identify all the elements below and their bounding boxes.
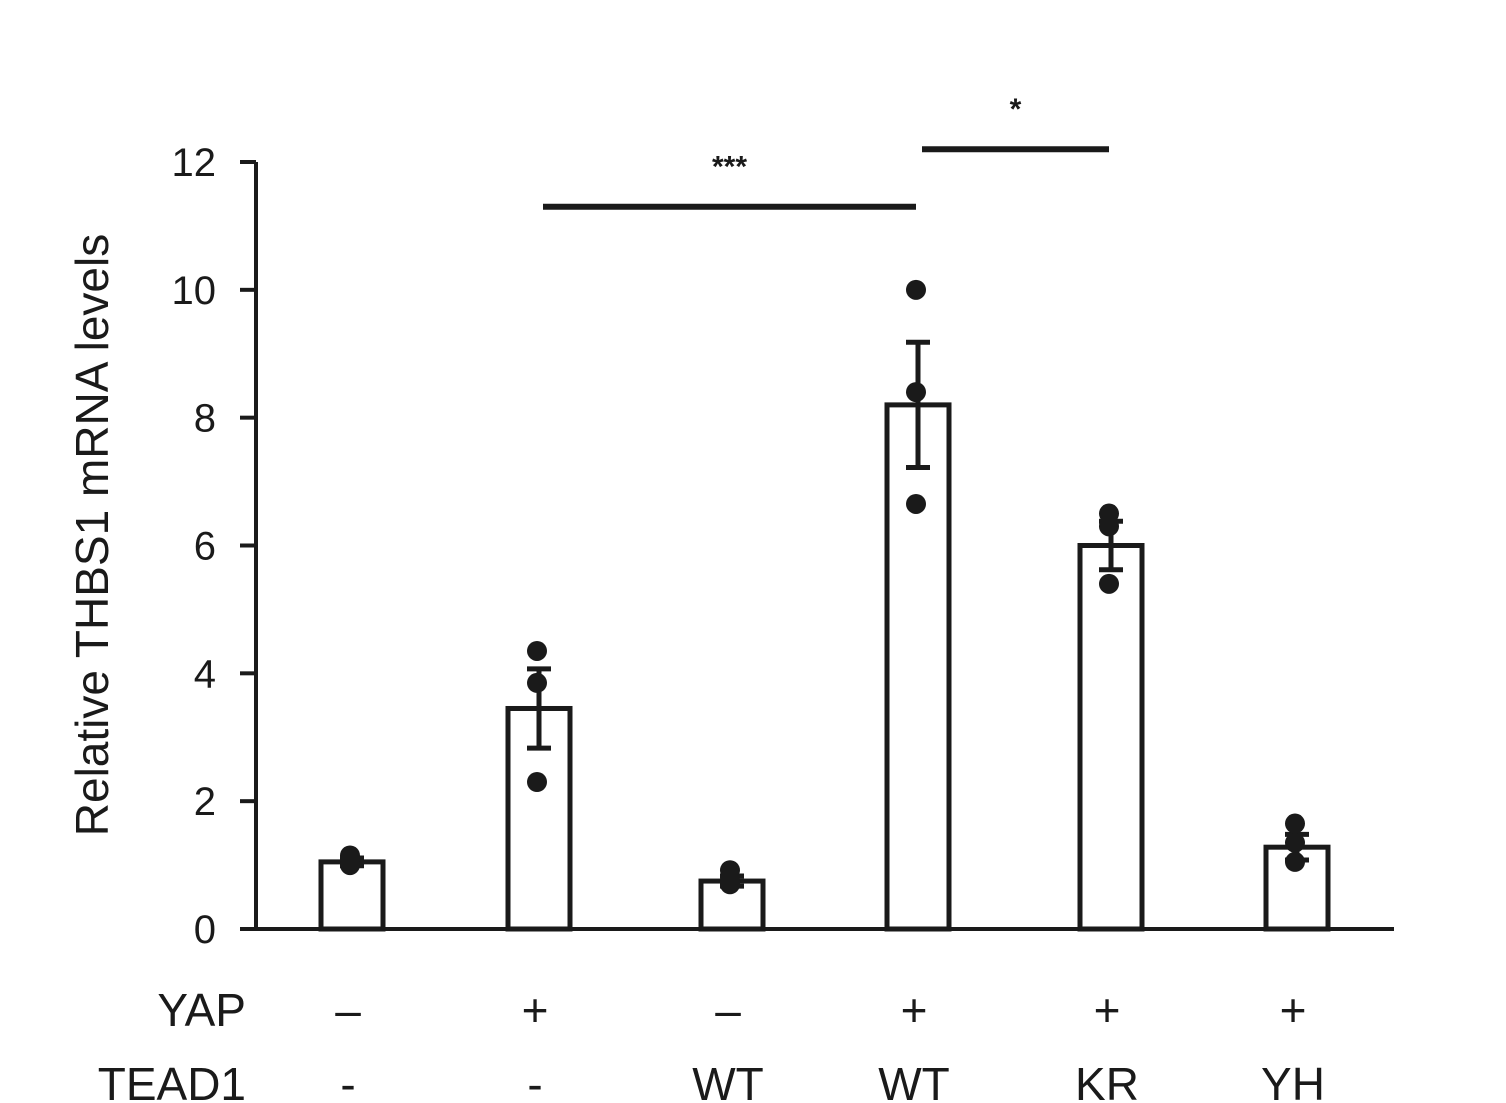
condition-label-yap: YAP bbox=[157, 984, 246, 1036]
condition-value: + bbox=[1280, 984, 1307, 1036]
condition-value: + bbox=[1094, 984, 1121, 1036]
data-point bbox=[1285, 832, 1305, 853]
data-point bbox=[340, 855, 360, 876]
data-point bbox=[906, 279, 926, 300]
bars bbox=[318, 402, 1331, 932]
y-axis: 0 2 4 6 8 10 12 bbox=[172, 141, 258, 952]
condition-value: YH bbox=[1261, 1058, 1325, 1103]
significance-label: * bbox=[1010, 93, 1022, 126]
condition-value: – bbox=[335, 984, 361, 1036]
data-point bbox=[720, 874, 740, 895]
condition-value: KR bbox=[1075, 1058, 1139, 1103]
data-point bbox=[1285, 851, 1305, 872]
condition-value: – bbox=[715, 984, 741, 1036]
condition-value: - bbox=[527, 1058, 542, 1103]
y-tick-label: 0 bbox=[194, 908, 216, 952]
data-point bbox=[906, 382, 926, 403]
y-tick-label: 10 bbox=[172, 269, 217, 313]
condition-label-tead1: TEAD1 bbox=[98, 1058, 246, 1103]
y-tick-label: 8 bbox=[194, 397, 216, 441]
error-bars bbox=[340, 339, 1309, 889]
y-tick-label: 6 bbox=[194, 525, 216, 569]
data-point bbox=[527, 672, 547, 693]
condition-value: - bbox=[340, 1058, 355, 1103]
bar bbox=[1077, 543, 1145, 932]
data-point bbox=[1285, 813, 1305, 834]
condition-value: WT bbox=[692, 1058, 764, 1103]
y-tick-label: 4 bbox=[194, 652, 216, 696]
condition-value: WT bbox=[878, 1058, 950, 1103]
condition-table: YAP – + – + + + TEAD1 - - WT WT KR YH bbox=[98, 984, 1325, 1103]
y-tick-label: 2 bbox=[194, 780, 216, 824]
y-tick-label: 12 bbox=[172, 141, 217, 185]
y-axis-label: Relative THBS1 mRNA levels bbox=[66, 234, 118, 836]
bar bbox=[884, 402, 952, 932]
data-point bbox=[527, 771, 547, 792]
significance-brackets: **** bbox=[543, 93, 1109, 210]
condition-value: + bbox=[901, 984, 928, 1036]
data-points bbox=[340, 279, 1305, 895]
data-point bbox=[1099, 516, 1119, 537]
data-point bbox=[527, 640, 547, 661]
significance-label: *** bbox=[712, 151, 747, 184]
condition-value: + bbox=[522, 984, 549, 1036]
data-point bbox=[906, 493, 926, 514]
data-point bbox=[1099, 573, 1119, 594]
